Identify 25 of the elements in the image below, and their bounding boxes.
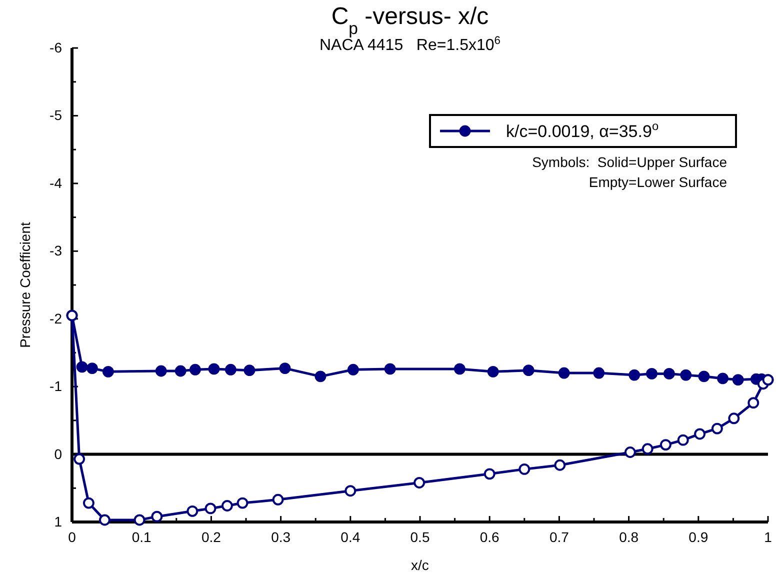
y-tick-label: -3 xyxy=(50,242,62,259)
annotation: Symbols: Solid=Upper Surface xyxy=(532,154,728,170)
y-tick-label: -4 xyxy=(50,174,62,191)
x-tick-label: 0.5 xyxy=(410,528,430,545)
y-tick-label: -6 xyxy=(50,39,62,56)
y-tick-label: 0 xyxy=(54,446,62,462)
x-tick-label: 0.9 xyxy=(688,528,708,545)
y-axis-title: Pressure Coefficient xyxy=(17,222,33,348)
y-tick-label: -1 xyxy=(50,378,62,394)
chart-title: C$_{p}$ -versus- x/c xyxy=(331,3,489,38)
x-tick-label: 0.7 xyxy=(549,528,570,545)
x-tick-label: 0.8 xyxy=(619,528,639,545)
x-tick-label: 0.1 xyxy=(132,528,152,545)
x-tick-label: 0.3 xyxy=(271,528,291,545)
annotation: Empty=Lower Surface xyxy=(588,174,728,190)
y-tick-label: -5 xyxy=(50,107,62,124)
x-axis-title: x/c xyxy=(411,557,429,573)
x-tick-label: 1 xyxy=(764,528,772,545)
y-tick-label: 1 xyxy=(54,513,62,530)
legend-label: k/c=0.0019, α=35.9$^{o}$ xyxy=(506,119,659,141)
x-tick-label: 0.6 xyxy=(480,528,500,545)
x-tick-label: 0.4 xyxy=(340,528,360,545)
y-tick-label: -2 xyxy=(50,310,62,326)
x-tick-label: 0 xyxy=(68,528,76,545)
x-tick-label: 0.2 xyxy=(201,528,222,545)
